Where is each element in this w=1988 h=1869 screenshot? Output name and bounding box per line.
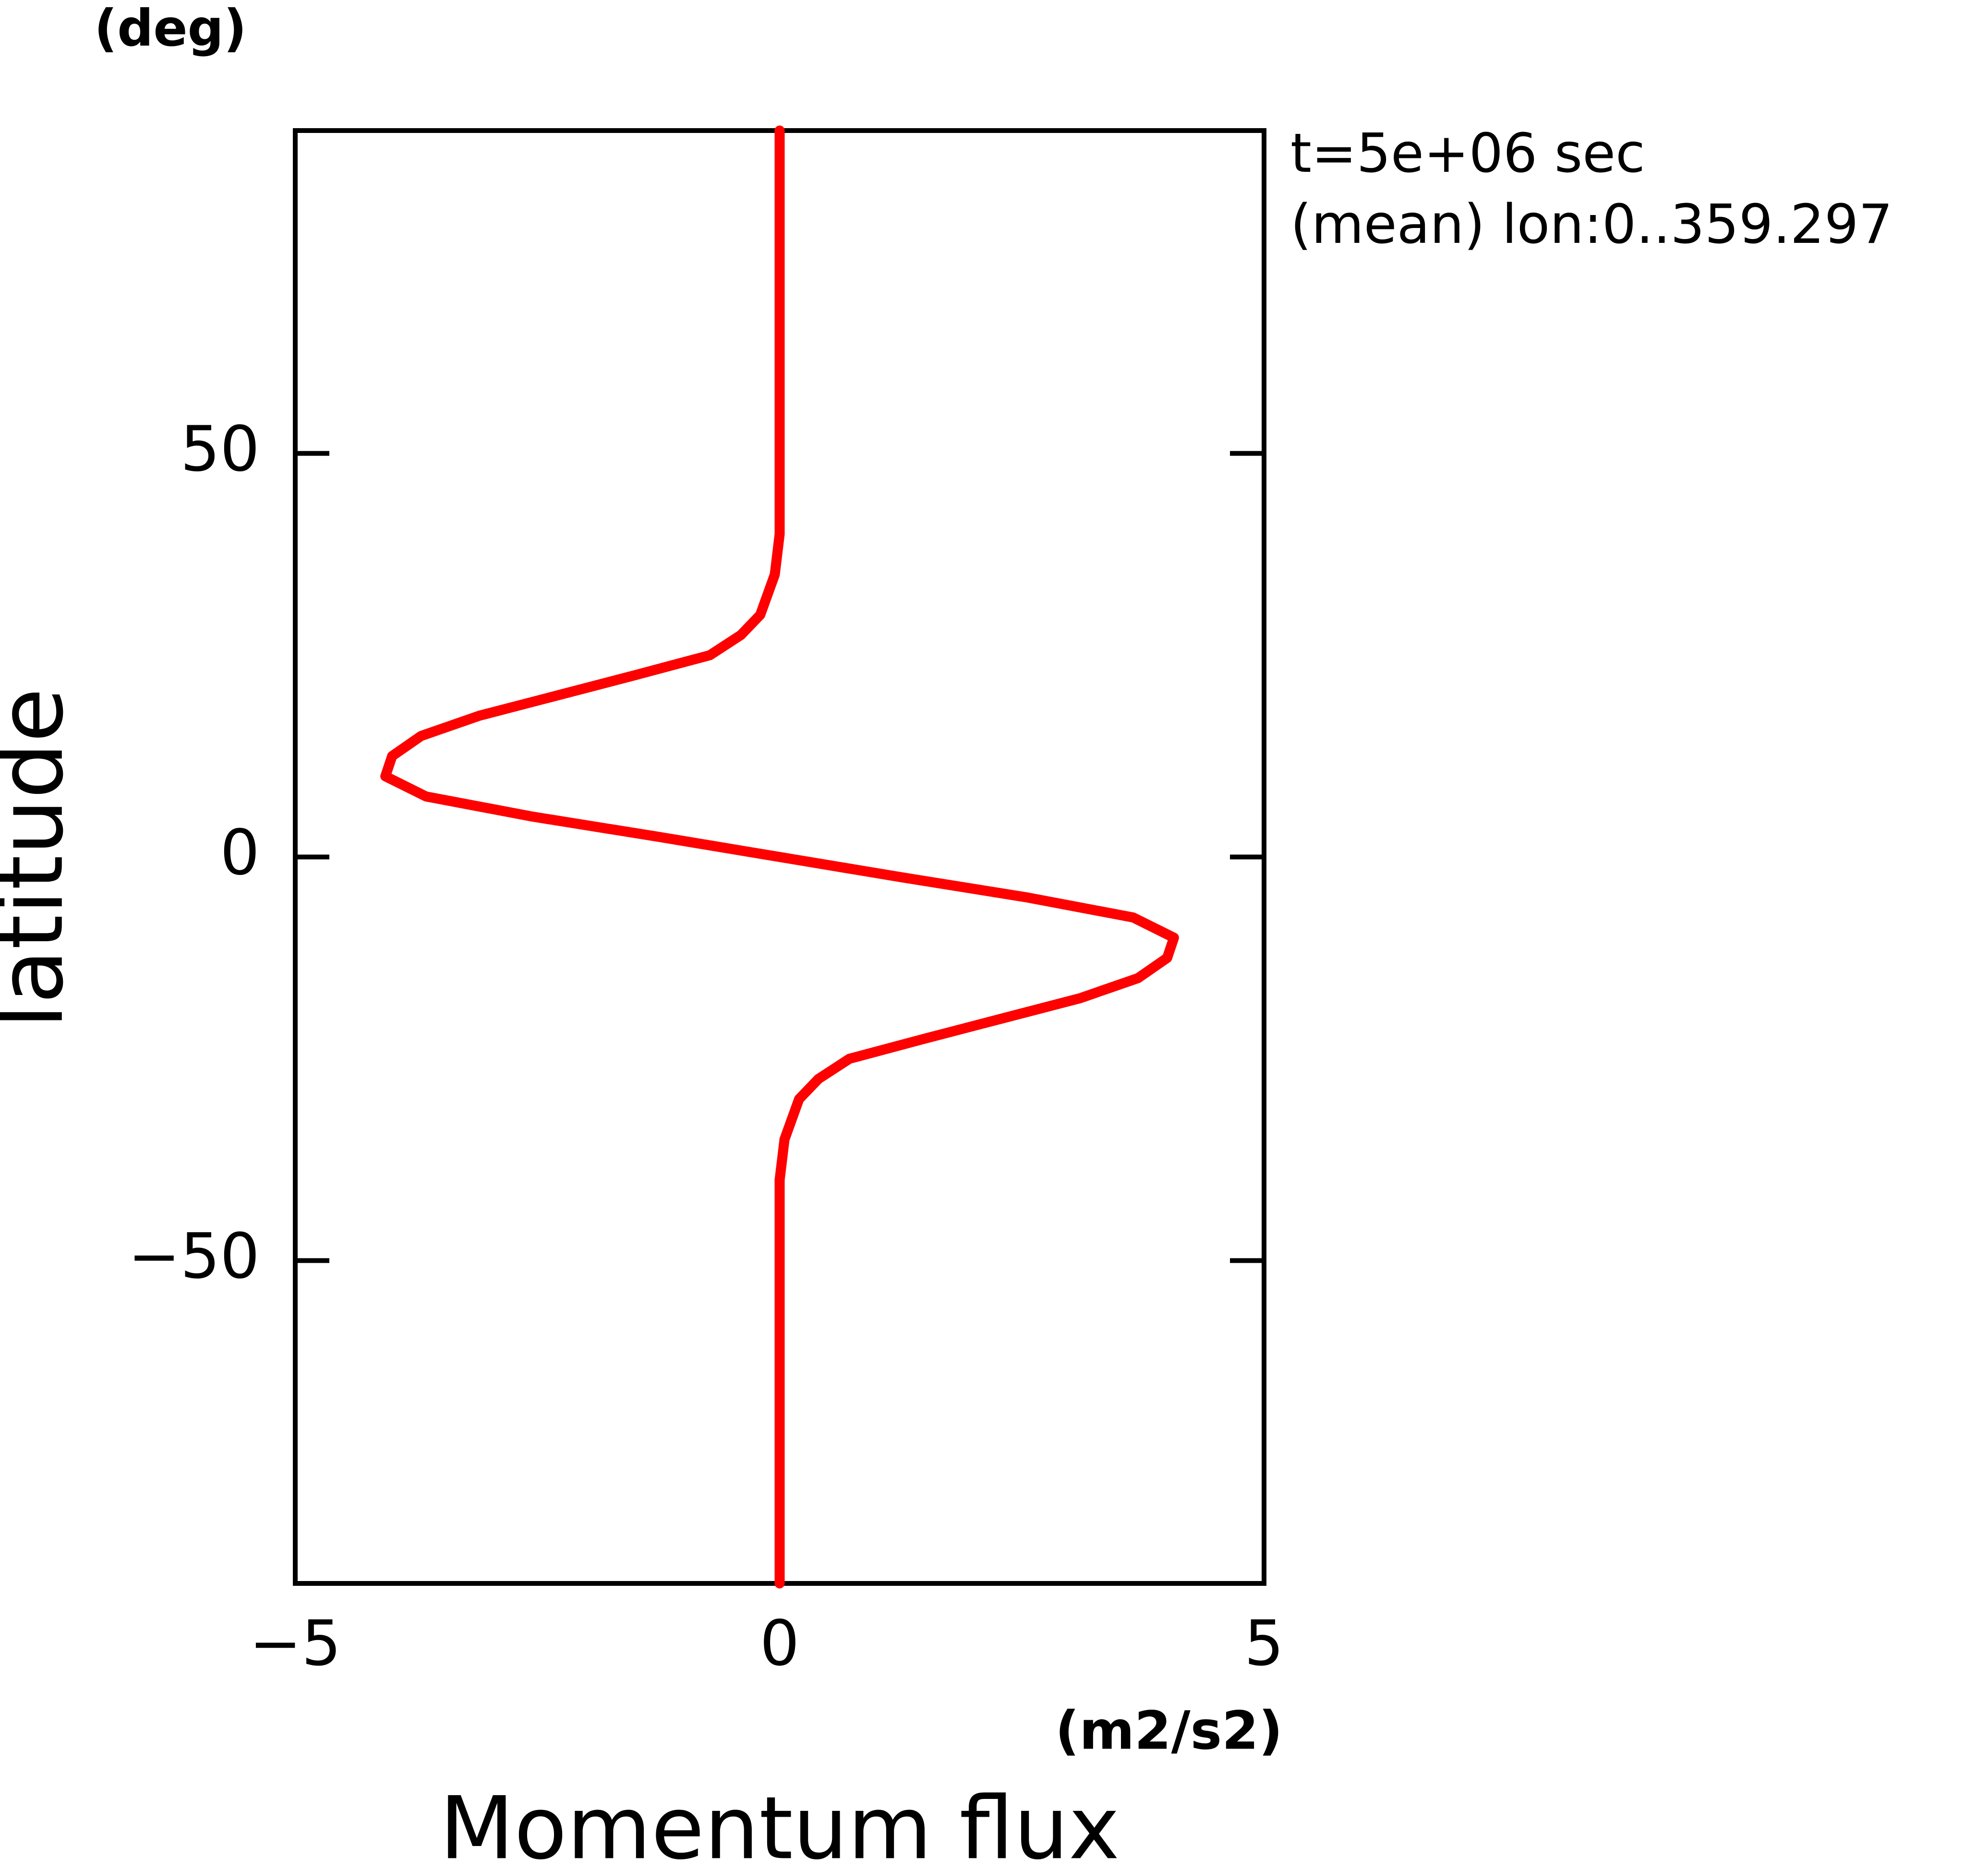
annotation: t=5e+06 sec: [1290, 122, 1645, 185]
x-unit: (m2/s2): [1055, 1700, 1283, 1761]
annotation: (mean) lon:0..359.297: [1290, 193, 1893, 256]
x-tick-label: −5: [249, 1607, 341, 1680]
y-axis-label: latitude: [0, 688, 83, 1029]
x-axis-label: Momentum flux: [440, 1778, 1120, 1869]
y-tick-label: −50: [128, 1220, 260, 1293]
y-tick-label: 0: [220, 816, 260, 889]
x-tick-label: 5: [1244, 1607, 1284, 1680]
x-tick-label: 0: [760, 1607, 800, 1680]
y-unit: (deg): [94, 0, 247, 58]
data-line: [380, 125, 1179, 1589]
y-tick-label: 50: [181, 412, 260, 485]
